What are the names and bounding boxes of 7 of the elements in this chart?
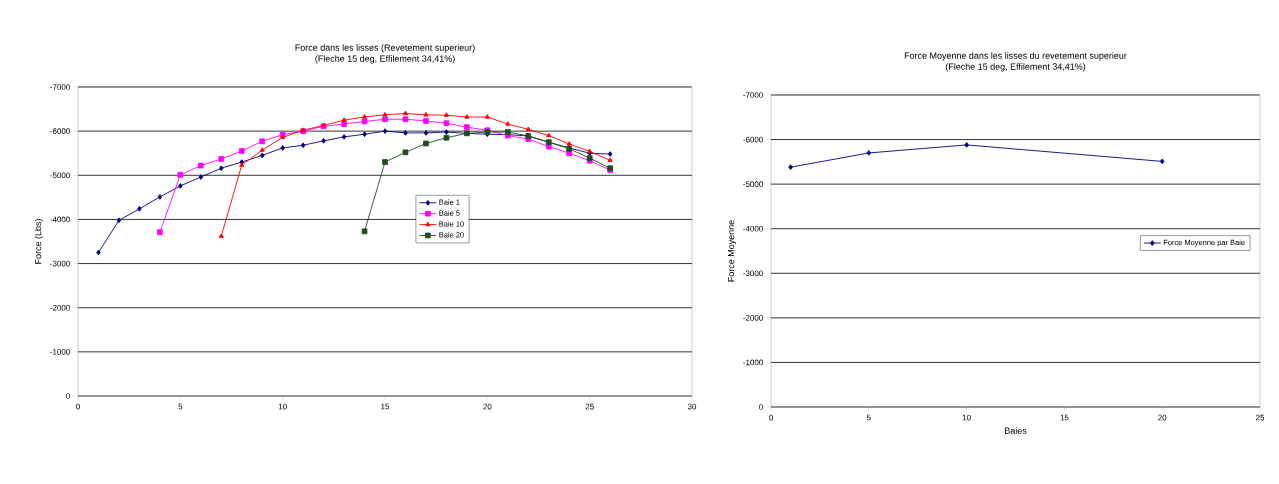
x-axis-title: Baies <box>1005 427 1027 434</box>
chart-subtitle: (Fleche 15 deg, Effilement 34,41%) <box>315 55 455 64</box>
chart-title: Force dans les lisses (Revetement superieur) <box>295 44 475 53</box>
chart-subtitle: (Fleche 15 deg, Effilement 34,41%) <box>945 63 1086 72</box>
y-axis-title: Force (Lbs) <box>34 219 44 264</box>
chart-title: Force Moyenne dans les lisses du revetement superieur <box>904 52 1127 61</box>
y-axis-title: Force Moyenne <box>727 220 737 282</box>
